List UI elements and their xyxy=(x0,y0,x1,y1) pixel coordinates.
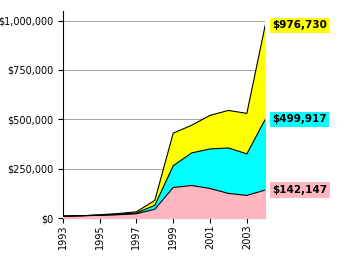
Text: $142,147: $142,147 xyxy=(272,185,327,195)
Text: $976,730: $976,730 xyxy=(272,20,327,30)
Text: $499,917: $499,917 xyxy=(272,114,327,124)
